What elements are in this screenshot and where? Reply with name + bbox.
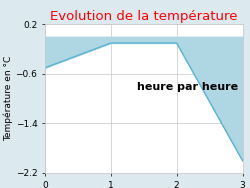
Title: Evolution de la température: Evolution de la température [50, 10, 238, 23]
Y-axis label: Température en °C: Température en °C [3, 56, 13, 141]
Text: heure par heure: heure par heure [137, 82, 238, 92]
